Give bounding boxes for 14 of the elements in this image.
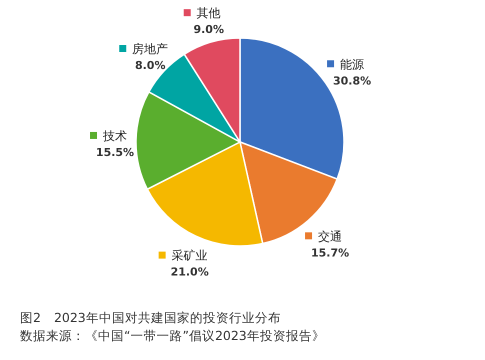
data-label: 30.8%	[332, 74, 372, 88]
data-label: 8.0%	[134, 59, 166, 72]
data-label: 21.0%	[170, 266, 209, 279]
legend-label: 技术	[102, 128, 128, 143]
data-label: 15.5%	[96, 146, 134, 159]
legend-label: 采矿业	[172, 248, 208, 263]
data-label: 9.0%	[193, 23, 224, 36]
legend-label: 其他	[196, 6, 221, 20]
legend-label: 能源	[340, 57, 364, 72]
data-label: 15.7%	[310, 246, 350, 260]
source-note: 数据来源：《中国“一带一路”倡议2023年投资报告》	[20, 328, 325, 343]
text: 图2 2023年中国对共建国家的投资行业分布	[20, 310, 281, 325]
legend-label: 交通	[318, 229, 342, 244]
legend-label: 房地产	[132, 42, 168, 56]
